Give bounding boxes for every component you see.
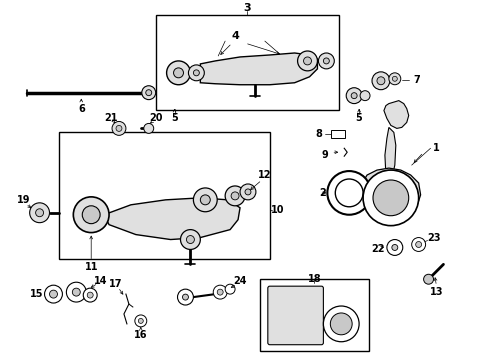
Circle shape — [330, 313, 351, 335]
Bar — [60, 132, 269, 260]
Circle shape — [200, 195, 210, 205]
Text: 2: 2 — [318, 188, 325, 198]
Circle shape — [303, 57, 311, 65]
Circle shape — [423, 274, 433, 284]
Circle shape — [372, 180, 408, 216]
Text: 5: 5 — [355, 113, 362, 123]
Circle shape — [326, 171, 370, 215]
Bar — [331, 130, 345, 138]
Circle shape — [362, 170, 418, 226]
Text: 6: 6 — [78, 104, 84, 113]
Circle shape — [180, 230, 200, 249]
Circle shape — [116, 125, 122, 131]
Circle shape — [145, 90, 151, 96]
Circle shape — [186, 235, 194, 243]
Polygon shape — [104, 198, 240, 239]
Circle shape — [386, 239, 402, 255]
Text: 1: 1 — [432, 143, 439, 153]
Circle shape — [173, 68, 183, 78]
Circle shape — [166, 61, 190, 85]
Polygon shape — [383, 100, 408, 129]
Circle shape — [376, 77, 384, 85]
Bar — [259, 279, 368, 351]
Circle shape — [83, 288, 97, 302]
Text: 11: 11 — [84, 262, 98, 272]
Text: 13: 13 — [429, 287, 442, 297]
Circle shape — [87, 292, 93, 298]
Circle shape — [138, 319, 143, 323]
Text: 3: 3 — [243, 3, 250, 13]
Text: 15: 15 — [30, 289, 43, 299]
Circle shape — [240, 184, 255, 200]
Circle shape — [193, 188, 217, 212]
Circle shape — [193, 70, 199, 76]
Circle shape — [391, 244, 397, 251]
Circle shape — [224, 186, 244, 206]
FancyBboxPatch shape — [267, 286, 323, 345]
Circle shape — [112, 121, 126, 135]
Text: 16: 16 — [134, 330, 147, 340]
Text: 14: 14 — [94, 276, 108, 286]
Circle shape — [318, 53, 334, 69]
Text: 10: 10 — [270, 205, 284, 215]
Circle shape — [142, 86, 155, 100]
Circle shape — [411, 238, 425, 251]
Text: 4: 4 — [231, 31, 239, 41]
Bar — [155, 15, 339, 109]
Text: 20: 20 — [149, 113, 162, 123]
Circle shape — [182, 294, 188, 300]
Circle shape — [415, 242, 421, 247]
Circle shape — [143, 123, 153, 133]
Circle shape — [217, 289, 223, 295]
Text: 5: 5 — [171, 113, 178, 123]
Circle shape — [135, 315, 146, 327]
Circle shape — [224, 284, 235, 294]
Circle shape — [323, 58, 328, 64]
Circle shape — [73, 197, 109, 233]
Text: 8: 8 — [314, 129, 321, 139]
Circle shape — [350, 93, 356, 99]
Circle shape — [66, 282, 86, 302]
Polygon shape — [384, 127, 395, 180]
Circle shape — [36, 209, 43, 217]
Text: 24: 24 — [233, 276, 246, 286]
Circle shape — [297, 51, 317, 71]
Circle shape — [244, 189, 250, 195]
Polygon shape — [200, 53, 317, 85]
Circle shape — [188, 65, 204, 81]
Text: 22: 22 — [370, 244, 384, 255]
Text: 18: 18 — [307, 274, 321, 284]
Text: 9: 9 — [321, 150, 328, 160]
Circle shape — [30, 203, 49, 223]
Circle shape — [213, 285, 226, 299]
Circle shape — [82, 206, 100, 224]
Circle shape — [359, 91, 369, 100]
Circle shape — [177, 289, 193, 305]
Text: 7: 7 — [412, 75, 419, 85]
Circle shape — [231, 192, 239, 200]
Circle shape — [371, 72, 389, 90]
Polygon shape — [360, 168, 420, 220]
Text: 23: 23 — [426, 233, 439, 243]
Circle shape — [72, 288, 80, 296]
Circle shape — [335, 179, 362, 207]
Text: 21: 21 — [104, 113, 118, 123]
Text: 19: 19 — [17, 195, 30, 205]
Circle shape — [323, 306, 358, 342]
Circle shape — [391, 76, 396, 81]
Text: 12: 12 — [258, 170, 271, 180]
Circle shape — [346, 88, 361, 104]
Circle shape — [388, 73, 400, 85]
Text: 17: 17 — [109, 279, 122, 289]
Circle shape — [44, 285, 62, 303]
Circle shape — [49, 290, 57, 298]
